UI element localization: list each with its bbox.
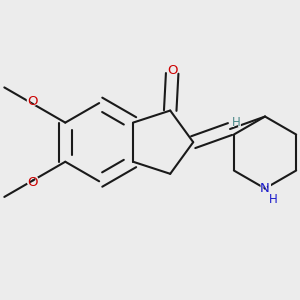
Text: O: O [27,176,38,189]
Text: O: O [165,63,179,78]
Text: H: H [232,116,240,129]
Text: H: H [230,115,242,130]
Text: O: O [27,95,38,108]
Text: H: H [268,192,280,207]
Text: O: O [167,64,177,77]
Text: O: O [26,94,39,109]
Text: O: O [26,175,39,190]
Text: N: N [258,181,272,196]
Text: H: H [269,193,278,206]
Text: N: N [260,182,270,195]
